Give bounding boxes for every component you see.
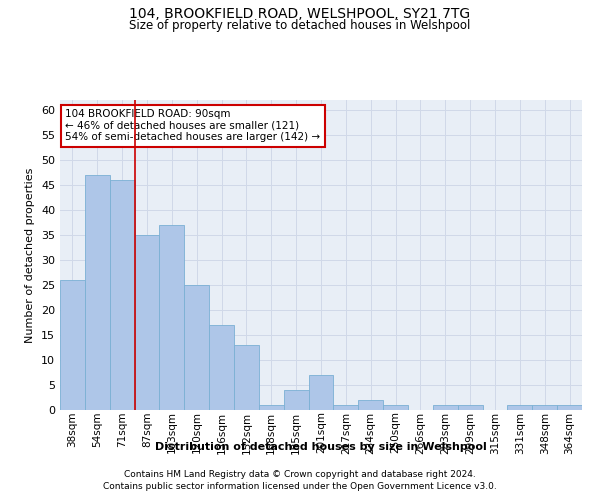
Bar xyxy=(508,405,532,410)
Bar xyxy=(458,405,482,410)
Bar xyxy=(234,345,259,410)
Y-axis label: Number of detached properties: Number of detached properties xyxy=(25,168,35,342)
Bar xyxy=(532,405,557,410)
Bar xyxy=(557,405,582,410)
Text: 104 BROOKFIELD ROAD: 90sqm
← 46% of detached houses are smaller (121)
54% of sem: 104 BROOKFIELD ROAD: 90sqm ← 46% of deta… xyxy=(65,110,320,142)
Bar xyxy=(433,405,458,410)
Bar xyxy=(383,405,408,410)
Bar xyxy=(110,180,134,410)
Bar xyxy=(85,175,110,410)
Text: Contains public sector information licensed under the Open Government Licence v3: Contains public sector information licen… xyxy=(103,482,497,491)
Bar xyxy=(259,405,284,410)
Bar xyxy=(308,375,334,410)
Bar xyxy=(160,225,184,410)
Text: Distribution of detached houses by size in Welshpool: Distribution of detached houses by size … xyxy=(155,442,487,452)
Bar xyxy=(334,405,358,410)
Bar xyxy=(60,280,85,410)
Text: Contains HM Land Registry data © Crown copyright and database right 2024.: Contains HM Land Registry data © Crown c… xyxy=(124,470,476,479)
Bar xyxy=(358,400,383,410)
Bar xyxy=(209,325,234,410)
Bar xyxy=(134,235,160,410)
Bar xyxy=(284,390,308,410)
Text: Size of property relative to detached houses in Welshpool: Size of property relative to detached ho… xyxy=(130,19,470,32)
Text: 104, BROOKFIELD ROAD, WELSHPOOL, SY21 7TG: 104, BROOKFIELD ROAD, WELSHPOOL, SY21 7T… xyxy=(130,8,470,22)
Bar xyxy=(184,285,209,410)
